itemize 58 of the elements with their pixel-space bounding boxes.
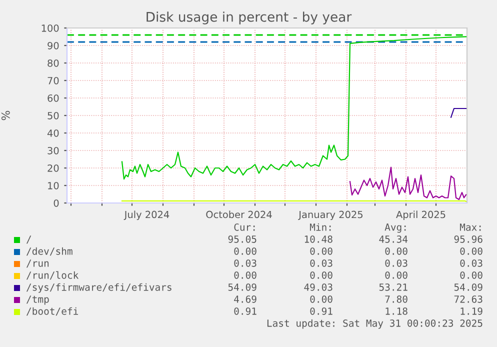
y-tick-label: 30 (48, 146, 59, 154)
legend-label: /tmp (26, 296, 49, 305)
text: 0.03 (385, 259, 408, 267)
text: 0.00 (234, 247, 256, 255)
text: 0.00 (310, 271, 332, 279)
y-tick-label: 80 (48, 59, 59, 67)
y-tick-label: 40 (47, 129, 59, 137)
text: Min: (310, 223, 331, 231)
text: 95.96 (454, 235, 482, 243)
text: Max: (460, 224, 481, 231)
text: 0.03 (460, 259, 482, 267)
text: 0.00 (385, 247, 408, 255)
text: 95.05 (228, 235, 256, 243)
text: 0.91 (234, 307, 256, 315)
y-tick-label: 10 (48, 182, 59, 190)
text: 0.00 (310, 247, 332, 255)
text: 0.00 (234, 271, 256, 279)
y-tick-label: 100 (42, 24, 59, 32)
text: 54.09 (228, 283, 256, 291)
text: Last update: Sat May 31 00:00:23 2025 (267, 319, 482, 329)
text: 0.03 (310, 259, 332, 267)
legend-label: /run (26, 260, 49, 268)
text: 10.48 (304, 235, 332, 243)
text: 0.03 (234, 259, 256, 267)
line-series (349, 166, 467, 200)
legend-label: /sys/firmware/efi/efivars (26, 283, 172, 293)
x-tick-label: July 2024 (124, 210, 170, 220)
text: 0.00 (310, 295, 332, 303)
text: 1.18 (386, 307, 408, 315)
text: 72.63 (454, 295, 482, 303)
chart-title: Disk usage in percent - by year (146, 12, 352, 24)
text: Avg: (384, 224, 406, 233)
text: 0.00 (460, 271, 482, 279)
y-tick-label: 0 (54, 199, 59, 207)
text: 0.00 (460, 247, 482, 255)
legend-label: /boot/efi (26, 307, 78, 316)
x-tick-label: April 2025 (396, 210, 446, 220)
text: 54.09 (454, 283, 482, 291)
y-tick-label: 20 (48, 164, 59, 172)
y-tick-label: 60 (48, 94, 59, 102)
text: Cur: (234, 223, 255, 231)
y-axis-title: % (1, 110, 10, 120)
y-tick-label: 70 (48, 76, 59, 84)
y-tick-label: 90 (48, 42, 59, 50)
legend-label: /run/lock (26, 271, 79, 280)
text: 49.03 (304, 283, 332, 291)
x-tick-label: October 2024 (206, 210, 272, 218)
legend-label: /dev/shm (26, 247, 72, 256)
text: 4.69 (234, 295, 256, 303)
text: 1.19 (460, 307, 482, 315)
text: 7.80 (385, 295, 408, 303)
text: 45.34 (379, 235, 408, 243)
text: 0.00 (385, 271, 408, 279)
x-tick-label: January 2025 (298, 210, 362, 220)
text: 0.91 (310, 307, 332, 315)
y-tick-label: 50 (48, 112, 59, 120)
text: 53.21 (379, 283, 408, 291)
legend-label: / (26, 236, 32, 244)
